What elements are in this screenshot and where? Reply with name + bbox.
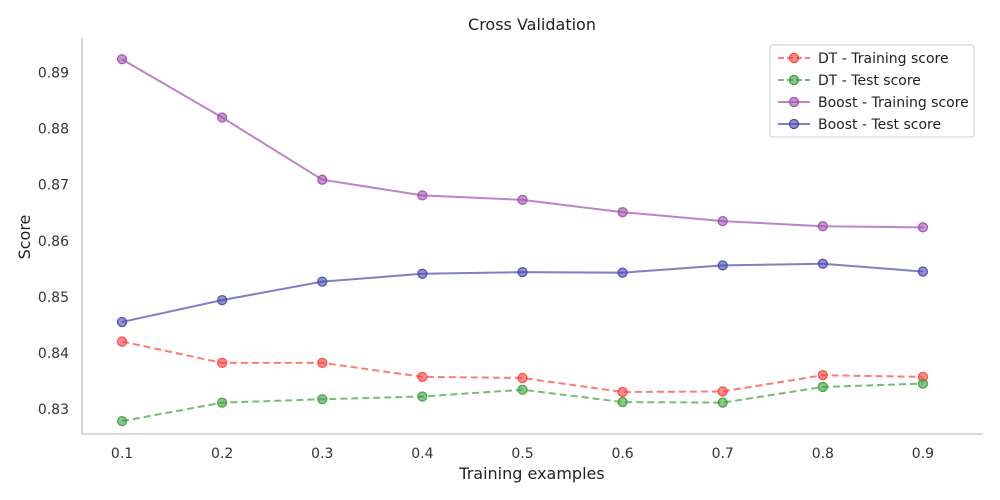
data-point (817, 381, 828, 393)
chart-title: Cross Validation (468, 15, 596, 34)
legend-marker (788, 52, 800, 64)
x-tick-label: 0.6 (611, 446, 633, 462)
data-point (217, 294, 228, 306)
series-3 (116, 54, 929, 233)
data-point (517, 372, 528, 384)
data-point (517, 384, 528, 395)
x-tick-label: 0.2 (211, 446, 233, 462)
y-tick-label: 0.83 (38, 402, 69, 418)
series-line (121, 340, 923, 393)
y-tick-label: 0.85 (38, 290, 69, 306)
series-4 (116, 258, 929, 328)
y-tick-label: 0.86 (38, 234, 69, 250)
data-point (617, 267, 628, 278)
legend-marker (788, 96, 800, 108)
data-point (917, 266, 929, 277)
x-tick-label: 0.5 (511, 446, 533, 462)
x-tick-label: 0.8 (812, 446, 834, 462)
series-2 (116, 378, 929, 427)
data-point (717, 386, 728, 397)
data-point (517, 194, 528, 206)
data-point (517, 266, 528, 278)
legend-items: DT - Training score DT - Test score Boost … (778, 51, 969, 133)
data-point (417, 391, 428, 402)
data-point (617, 396, 628, 408)
data-point (817, 370, 828, 381)
x-tick-label: 0.3 (311, 446, 333, 462)
y-tick-label: 0.84 (38, 346, 69, 362)
data-point (317, 276, 328, 287)
legend-box (769, 44, 975, 138)
data-point (116, 54, 128, 65)
data-point (217, 357, 228, 369)
plot-series (116, 54, 929, 427)
data-point (217, 112, 228, 123)
x-axis-title: Training examples (458, 464, 604, 483)
x-tick-labels: 0.1 0.2 0.3 0.4 0.5 0.6 0.7 0.8 0.9 (111, 446, 934, 462)
data-point (417, 190, 428, 201)
data-point (417, 268, 428, 279)
legend-marker (788, 118, 800, 130)
legend-item: Boost - Training score (778, 95, 969, 111)
data-point (317, 394, 328, 405)
data-point (917, 378, 929, 389)
x-tick-label: 0.4 (411, 446, 433, 462)
legend-label: DT - Training score (818, 51, 949, 67)
data-point (717, 260, 728, 271)
data-point (717, 397, 728, 408)
legend: DT - Training score DT - Test score Boost … (769, 44, 975, 138)
legend-label: DT - Test score (818, 73, 921, 89)
x-tick-label: 0.1 (111, 446, 133, 462)
y-tick-labels: 0.83 0.84 0.85 0.86 0.87 0.88 0.89 (38, 66, 69, 418)
y-tick-label: 0.88 (38, 122, 69, 138)
data-point (317, 174, 328, 185)
series-1 (116, 336, 929, 398)
legend-item: DT - Test score (778, 73, 921, 89)
data-point (116, 316, 128, 328)
data-point (817, 221, 828, 232)
legend-label: Boost - Test score (818, 117, 941, 133)
data-point (717, 216, 728, 227)
legend-item: DT - Training score (778, 51, 949, 67)
data-point (417, 371, 428, 383)
axes (81, 38, 983, 435)
data-point (217, 397, 228, 408)
data-point (617, 207, 628, 218)
legend-item: Boost - Test score (778, 117, 941, 133)
data-point (116, 415, 128, 427)
data-point (317, 357, 328, 369)
data-point (817, 258, 828, 269)
x-tick-label: 0.7 (712, 446, 734, 462)
legend-label: Boost - Training score (818, 95, 969, 111)
data-point (116, 336, 128, 347)
data-point (617, 386, 628, 398)
y-tick-label: 0.87 (38, 178, 69, 194)
y-tick-label: 0.89 (38, 66, 69, 82)
y-axis-title: Score (15, 215, 34, 260)
data-point (917, 222, 929, 233)
legend-marker (788, 74, 800, 86)
x-tick-label: 0.9 (912, 446, 934, 462)
